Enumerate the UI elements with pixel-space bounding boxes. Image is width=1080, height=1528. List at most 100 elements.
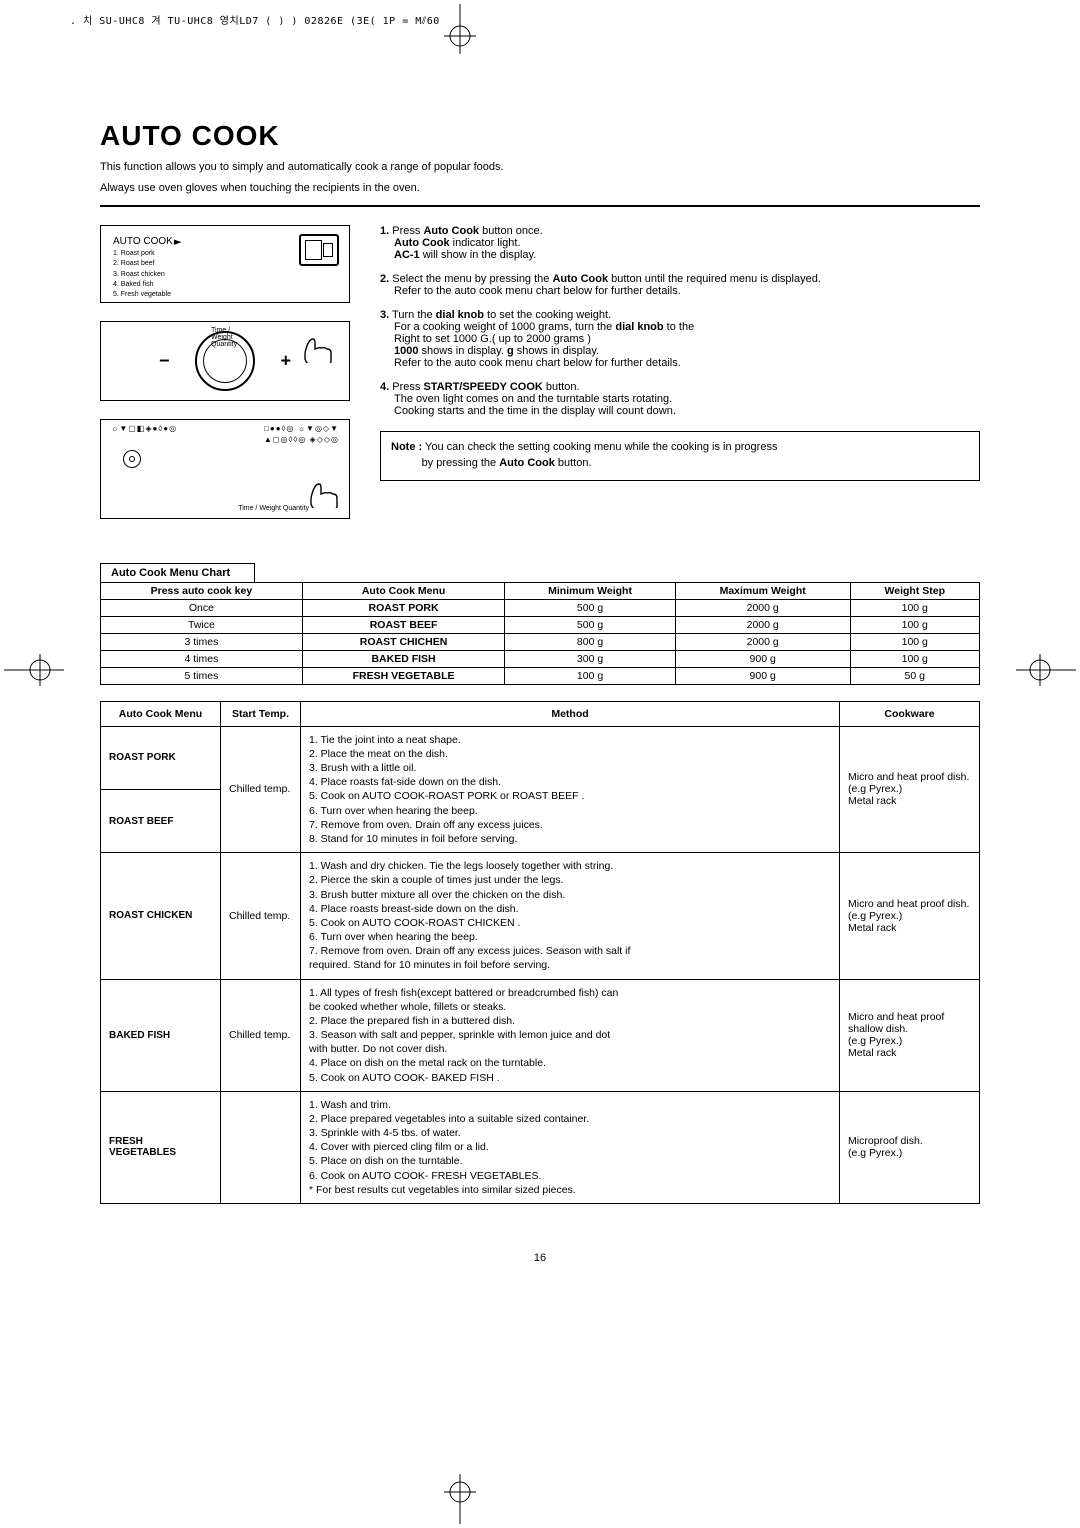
header-print-code: . 치 SU-UHC8 겨 TU-UHC8 영치LD7 ( ) ) 02826E…	[70, 12, 440, 27]
s3-bold-j: g	[507, 345, 514, 357]
step-4: 4. Press START/SPEEDY COOK button. The o…	[380, 381, 980, 417]
oven-arc-label: Time / Weight Quantity	[238, 505, 309, 512]
s4-text-d: The oven light comes on and the turntabl…	[394, 393, 672, 405]
s3-text-a: Turn the	[392, 309, 436, 321]
mt-c1: Micro and heat proof dish. (e.g Pyrex.) …	[840, 726, 980, 852]
note-box: Note : You can check the setting cooking…	[380, 431, 980, 481]
s4-bold-b: START/SPEEDY COOK	[423, 381, 542, 393]
note-bold: Auto Cook	[499, 457, 555, 469]
dial-icon: Time / Weight Quantity − +	[195, 331, 255, 391]
oven-start-dial-icon	[123, 450, 141, 468]
mc-h1: Auto Cook Menu	[302, 582, 504, 599]
step-3: 3. Turn the dial knob to set the cooking…	[380, 309, 980, 369]
mc-r0c4: 100 g	[850, 599, 979, 616]
mc-r1c2: 500 g	[505, 616, 676, 633]
mc-h2: Minimum Weight	[505, 582, 676, 599]
s2-text-c: button until the required menu is displa…	[608, 273, 821, 285]
mc-r1c3: 2000 g	[675, 616, 850, 633]
s1-bold-d: Auto Cook	[394, 237, 450, 249]
mc-r3c0: 4 times	[101, 650, 303, 667]
mc-r4c0: 5 times	[101, 667, 303, 684]
s1-text-g: will show in the display.	[420, 249, 537, 261]
mt-m4: 1. Wash and trim. 2. Place prepared vege…	[301, 1091, 840, 1203]
mt-m3: 1. All types of fresh fish(except batter…	[301, 979, 840, 1091]
s2-text-a: Select the menu by pressing the	[392, 273, 552, 285]
mt-pork: ROAST PORK	[101, 726, 221, 789]
s4-text-a: Press	[392, 381, 423, 393]
page-title: AUTO COOK	[100, 120, 980, 152]
mc-r0c1: ROAST PORK	[302, 599, 504, 616]
mc-h0: Press auto cook key	[101, 582, 303, 599]
intro-line-2: Always use oven gloves when touching the…	[100, 181, 980, 196]
mc-r2c1: ROAST CHICHEN	[302, 633, 504, 650]
crop-mark-bottom	[430, 1474, 490, 1524]
mt-h1: Start Temp.	[221, 701, 301, 726]
mc-r3c2: 300 g	[505, 650, 676, 667]
mc-h4: Weight Step	[850, 582, 979, 599]
s3-bold-e: dial knob	[615, 321, 663, 333]
mt-temp-3: Chilled temp.	[221, 979, 301, 1091]
mt-c3: Micro and heat proof shallow dish. (e.g …	[840, 979, 980, 1091]
s1-bold-b: Auto Cook	[423, 225, 479, 237]
crop-mark-left	[4, 640, 64, 700]
panel-dial: Time / Weight Quantity − +	[100, 321, 350, 401]
mt-h2: Method	[301, 701, 840, 726]
mt-m1: 1. Tie the joint into a neat shape. 2. P…	[301, 726, 840, 852]
mc-r2c3: 2000 g	[675, 633, 850, 650]
intro-line-1: This function allows you to simply and a…	[100, 160, 980, 175]
oven-mode-icons: ☼▼▢◧◈●◊●◎□●●◊◎ ☼▼◎◇▼	[105, 424, 345, 433]
oven-mode-icons-2: ▲◻◎◊◊◎ ◈◇◇◎	[105, 435, 345, 444]
mc-r2c4: 100 g	[850, 633, 979, 650]
hand-icon	[299, 329, 333, 363]
dial-minus-icon: −	[159, 350, 170, 371]
s1-bold-f: AC-1	[394, 249, 420, 261]
panel-ac-item-5: 5. Fresh vegetable	[113, 291, 337, 299]
mt-temp-1: Chilled temp.	[221, 726, 301, 852]
panel-ac-arrow-icon: ▶	[174, 239, 182, 247]
mc-r0c3: 2000 g	[675, 599, 850, 616]
note-l2: by pressing the	[422, 457, 500, 469]
mt-c4: Microproof dish. (e.g Pyrex.)	[840, 1091, 980, 1203]
mt-c2: Micro and heat proof dish. (e.g Pyrex.) …	[840, 853, 980, 979]
s3-text-k: shows in display.	[514, 345, 599, 357]
dial-plus-icon: +	[280, 350, 291, 371]
s3-bold-h: 1000	[394, 345, 418, 357]
mt-h0: Auto Cook Menu	[101, 701, 221, 726]
s1-text-a: Press	[392, 225, 423, 237]
s1-text-c: button once.	[479, 225, 543, 237]
note-label: Note :	[391, 441, 422, 453]
title-rule	[100, 205, 980, 207]
s3-text-g: Right to set 1000 G.( up to 2000 grams )	[394, 333, 591, 345]
mc-r0c2: 500 g	[505, 599, 676, 616]
s1-text-e: indicator light.	[450, 237, 521, 249]
step-2: 2. Select the menu by pressing the Auto …	[380, 273, 980, 297]
panel-ac-label: AUTO COOK	[113, 236, 173, 247]
mc-r2c2: 800 g	[505, 633, 676, 650]
mc-r4c4: 50 g	[850, 667, 979, 684]
step-1: 1. Press Auto Cook button once. Auto Coo…	[380, 225, 980, 261]
mc-r4c1: FRESH VEGETABLE	[302, 667, 504, 684]
s3-text-c: to set the cooking weight.	[484, 309, 611, 321]
s2-bold-b: Auto Cook	[552, 273, 608, 285]
mt-beef: ROAST BEEF	[101, 789, 221, 852]
note-l4: button.	[555, 457, 592, 469]
s3-text-d: For a cooking weight of 1000 grams, turn…	[394, 321, 615, 333]
mc-r1c4: 100 g	[850, 616, 979, 633]
hand-icon-2	[305, 474, 339, 508]
chart-tab: Auto Cook Menu Chart	[100, 563, 255, 583]
crop-mark-right	[1016, 640, 1076, 700]
mc-h3: Maximum Weight	[675, 582, 850, 599]
mc-r3c4: 100 g	[850, 650, 979, 667]
mt-temp-2: Chilled temp.	[221, 853, 301, 979]
s4-text-e: Cooking starts and the time in the displ…	[394, 405, 676, 417]
mc-r4c2: 100 g	[505, 667, 676, 684]
mt-fish: BAKED FISH	[101, 979, 221, 1091]
page-number: 16	[534, 1252, 546, 1264]
mt-temp-4	[221, 1091, 301, 1203]
mt-chicken: ROAST CHICKEN	[101, 853, 221, 979]
mc-r3c3: 900 g	[675, 650, 850, 667]
mc-r3c1: BAKED FISH	[302, 650, 504, 667]
mt-h3: Cookware	[840, 701, 980, 726]
panel-oven-controls: ☼▼▢◧◈●◊●◎□●●◊◎ ☼▼◎◇▼ ▲◻◎◊◊◎ ◈◇◇◎ Time / …	[100, 419, 350, 519]
s3-bold-b: dial knob	[436, 309, 484, 321]
